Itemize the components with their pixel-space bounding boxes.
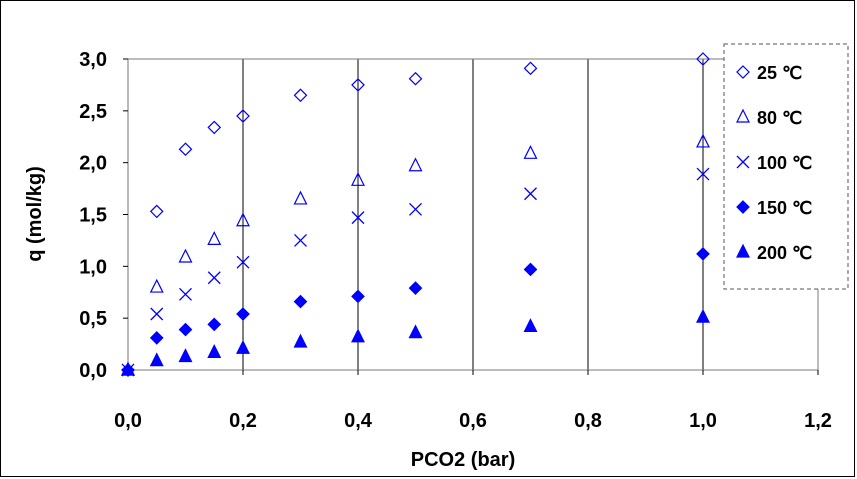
data-point bbox=[293, 190, 308, 205]
data-point bbox=[207, 231, 222, 245]
data-point bbox=[408, 157, 423, 172]
legend-label: 150 ℃ bbox=[757, 198, 812, 218]
data-point bbox=[236, 339, 250, 354]
data-point bbox=[236, 307, 250, 321]
data-point bbox=[523, 144, 538, 159]
data-point bbox=[149, 278, 164, 293]
data-point bbox=[408, 324, 423, 339]
y-tick-label: 1,5 bbox=[79, 205, 107, 227]
legend-marker bbox=[736, 65, 750, 79]
axis-ticks: 0,0 0,2 0,4 0,6 0,8 1,0 1,2 0,0 0,5 1,0 1,5 2,0 2,5 3… bbox=[79, 49, 832, 432]
data-point bbox=[409, 202, 422, 216]
series-4 bbox=[121, 308, 710, 376]
data-point bbox=[351, 78, 365, 92]
legend-marker bbox=[736, 108, 750, 123]
data-point bbox=[696, 308, 710, 323]
x-tick-label: 1,0 bbox=[689, 410, 717, 432]
data-point bbox=[150, 307, 164, 321]
data-point bbox=[149, 352, 164, 367]
data-point bbox=[351, 289, 365, 304]
x-tick-label: 0,4 bbox=[344, 410, 373, 432]
x-axis-title: PCO2 (bar) bbox=[411, 449, 515, 471]
data-point bbox=[351, 171, 365, 186]
data-point bbox=[293, 88, 308, 103]
data-point bbox=[178, 248, 193, 263]
x-tick-label: 0,6 bbox=[459, 410, 487, 432]
y-tick-label: 0,5 bbox=[79, 308, 107, 330]
y-axis-title: q (mol/kg) bbox=[24, 166, 46, 262]
data-point bbox=[207, 271, 221, 285]
legend-marker bbox=[736, 155, 750, 169]
data-point bbox=[293, 333, 308, 348]
data-point bbox=[696, 133, 710, 148]
x-tick-label: 0,8 bbox=[574, 410, 602, 432]
data-point bbox=[696, 52, 710, 66]
y-tick-label: 3,0 bbox=[79, 49, 107, 71]
legend-label: 200 ℃ bbox=[757, 243, 812, 263]
legend-marker bbox=[736, 243, 750, 258]
series-1 bbox=[121, 133, 710, 376]
y-tick-label: 1,0 bbox=[79, 256, 107, 278]
x-tick-label: 0,2 bbox=[229, 410, 257, 432]
data-point bbox=[236, 109, 250, 123]
data-point bbox=[294, 233, 307, 247]
data-point bbox=[351, 211, 365, 225]
data-point bbox=[236, 255, 250, 269]
data-point bbox=[178, 322, 193, 337]
legend-label: 80 ℃ bbox=[757, 108, 802, 128]
data-point bbox=[149, 331, 164, 345]
y-tick-label: 2,0 bbox=[79, 153, 107, 175]
y-tick-label: 2,5 bbox=[79, 101, 107, 123]
x-tick-label: 0,0 bbox=[114, 410, 142, 432]
data-point bbox=[293, 294, 308, 309]
series-2 bbox=[121, 167, 710, 377]
data-point bbox=[523, 61, 538, 76]
data-point bbox=[179, 287, 192, 301]
legend-marker bbox=[736, 200, 750, 214]
data-point bbox=[696, 167, 710, 181]
data-point bbox=[178, 142, 193, 157]
data-point bbox=[121, 361, 135, 376]
grid-lines bbox=[242, 59, 704, 370]
data-point bbox=[236, 212, 250, 227]
data-point bbox=[149, 204, 164, 219]
data-point bbox=[207, 120, 222, 135]
data-point bbox=[351, 328, 365, 343]
y-tick-label: 0,0 bbox=[79, 360, 107, 382]
data-point bbox=[696, 247, 710, 261]
data-point bbox=[408, 281, 423, 295]
legend-label: 100 ℃ bbox=[757, 153, 812, 173]
x-tick-label: 1,2 bbox=[804, 410, 832, 432]
data-point bbox=[207, 317, 222, 332]
legend: 25 ℃ 80 ℃ 100 ℃ 150 ℃ 200 ℃ bbox=[723, 43, 849, 290]
data-point bbox=[178, 348, 193, 363]
data-point bbox=[207, 344, 222, 358]
data-markers bbox=[121, 52, 710, 377]
data-point bbox=[523, 318, 538, 333]
data-point bbox=[408, 71, 423, 86]
data-point bbox=[524, 187, 537, 201]
legend-label: 25 ℃ bbox=[757, 63, 802, 83]
data-point bbox=[523, 262, 538, 277]
